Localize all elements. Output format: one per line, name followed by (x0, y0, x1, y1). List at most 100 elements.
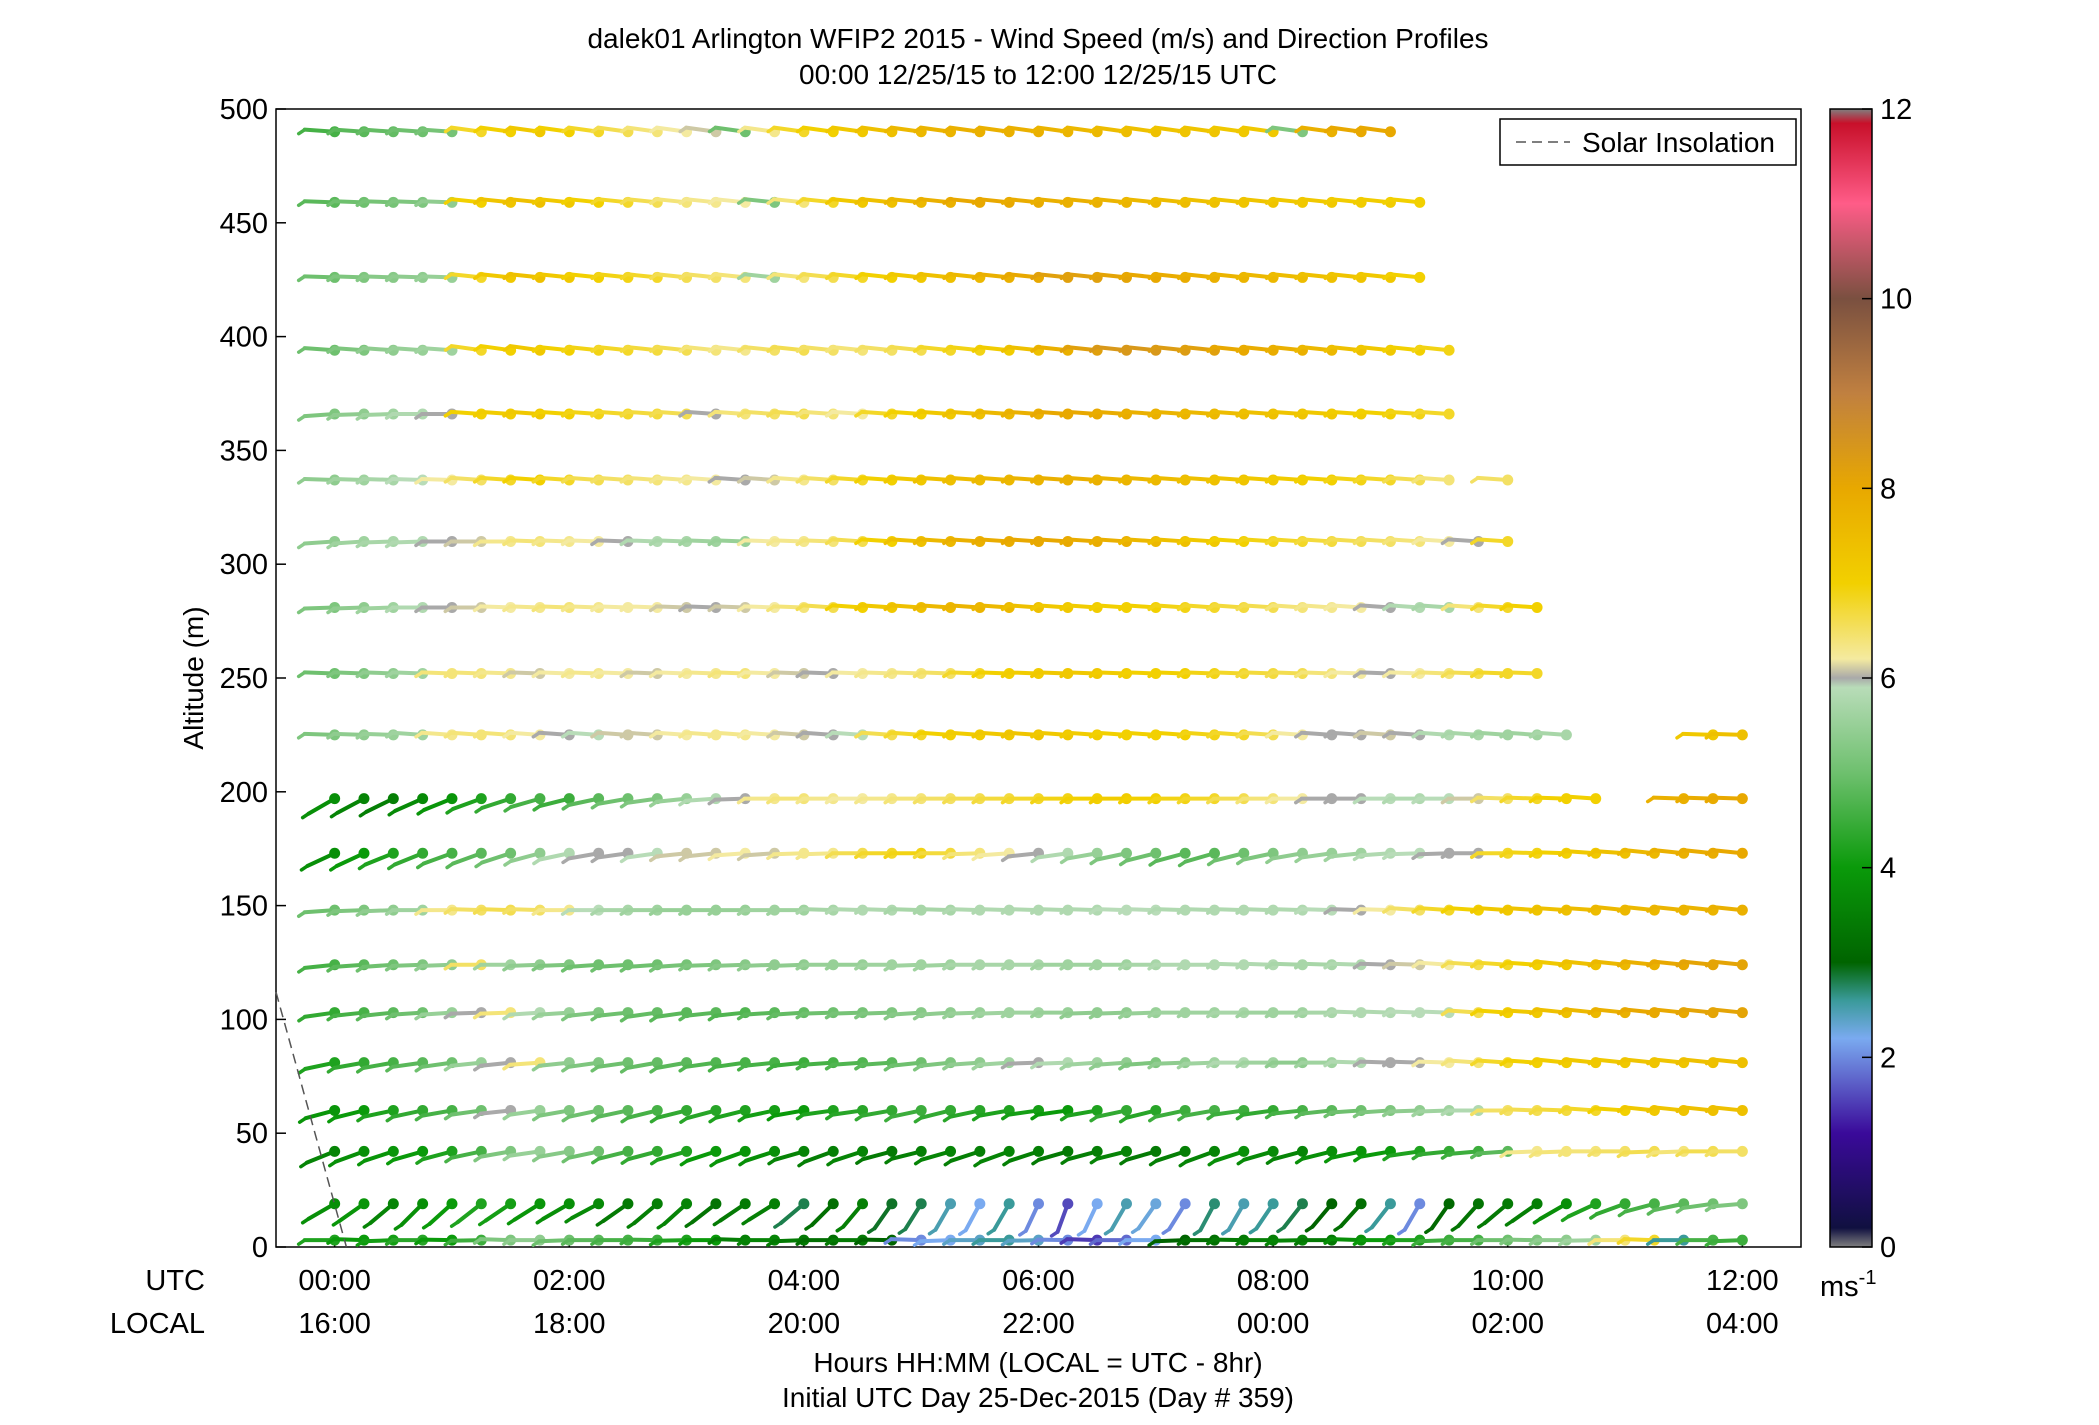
barb-flag (297, 1014, 307, 1023)
barb-point (1384, 126, 1396, 138)
barb-flag (1206, 537, 1216, 546)
barb-flag (678, 731, 688, 739)
barb-flag (1528, 1150, 1539, 1159)
barb-flag (1616, 1150, 1627, 1159)
barb-flag (1264, 272, 1275, 281)
barb-flag (502, 670, 512, 679)
x-tick-label-local: 00:00 (1237, 1308, 1310, 1340)
barb-flag (1206, 907, 1216, 915)
barb-flag (707, 797, 717, 806)
barb-point (769, 1198, 781, 1210)
barb-point (358, 793, 370, 805)
barb-flag (590, 410, 600, 418)
barb-flag (1206, 603, 1216, 612)
barb-flag (736, 197, 747, 205)
barb-flag (1352, 907, 1363, 915)
barb-flag (656, 1222, 667, 1230)
barb-flag (1235, 1112, 1246, 1121)
barb-flag (1147, 1010, 1157, 1019)
barb-flag (1118, 858, 1129, 867)
barb-flag (1118, 345, 1128, 353)
barb-flag (326, 670, 336, 679)
barb-flag (1206, 858, 1217, 867)
barb-flag (502, 344, 512, 352)
barb-flag (1587, 1057, 1597, 1066)
barb-flag (1382, 731, 1392, 739)
barb-flag (678, 798, 688, 807)
barb-flag (384, 199, 395, 208)
barb-flag (1235, 796, 1245, 805)
barb-point (1150, 847, 1162, 859)
barb-flag (561, 272, 571, 281)
barb-flag (1118, 410, 1128, 418)
barb-flag (942, 345, 952, 353)
barb-flag (443, 125, 454, 134)
barb-flag (824, 345, 835, 353)
barb-flag (1440, 906, 1451, 914)
barb-flag (648, 965, 659, 973)
barb-flag (1323, 197, 1334, 205)
barb-flag (1089, 1114, 1099, 1123)
barb-flag (326, 1013, 336, 1022)
barb-flag (1235, 907, 1245, 915)
barb-flag (648, 800, 659, 808)
barb-flag (1323, 476, 1333, 484)
barb-flag (1088, 537, 1099, 546)
barb-point (1502, 474, 1514, 486)
barb-flag (326, 965, 336, 973)
barb-flag (679, 1116, 689, 1124)
barb-point (563, 1145, 575, 1157)
barb-flag (766, 197, 776, 205)
barb-flag (1528, 959, 1539, 968)
barb-flag (443, 410, 454, 418)
barb-flag (1147, 796, 1157, 805)
barb-flag (1616, 1057, 1627, 1066)
barb-flag (943, 1158, 954, 1167)
barb-flag (1333, 1224, 1343, 1232)
barb-flag (883, 476, 894, 484)
barb-flag (384, 412, 395, 420)
barb-flag (474, 806, 484, 814)
barb-flag (1264, 907, 1275, 915)
barb-flag (1264, 1060, 1275, 1069)
barb-flag (1646, 848, 1656, 856)
barb-flag (502, 964, 512, 972)
barb-point (1736, 1007, 1748, 1019)
barb-point (563, 1104, 575, 1116)
barb-flag (1059, 345, 1070, 353)
barb-flag (1352, 603, 1363, 612)
barb-flag (707, 125, 718, 134)
barb-point (827, 1145, 839, 1157)
barb-flag (883, 796, 893, 805)
barb-flag (678, 197, 688, 205)
barb-flag (971, 410, 981, 418)
barb-flag (1440, 603, 1451, 612)
barb-flag (296, 732, 307, 740)
barb-flag (386, 1157, 396, 1166)
barb-flag (355, 413, 366, 421)
barb-flag (648, 345, 659, 353)
barb-flag (561, 197, 571, 205)
barb-flag (1130, 1226, 1141, 1235)
barb-flag (649, 1066, 659, 1074)
barb-point (358, 847, 370, 859)
barb-flag (414, 1237, 424, 1246)
barb-flag (942, 670, 952, 679)
barb-flag (1264, 345, 1275, 353)
barb-flag (443, 670, 454, 679)
barb-flag (1235, 197, 1246, 205)
barb-flag (296, 1238, 307, 1246)
barb-flag (1177, 859, 1188, 868)
barb-flag (1558, 794, 1568, 803)
barb-point (417, 1198, 429, 1210)
barb-flag (897, 1227, 908, 1235)
barb-flag (678, 604, 688, 613)
barb-flag (971, 796, 981, 805)
barb-flag (1059, 731, 1069, 739)
barb-flag (1382, 603, 1392, 612)
barb-flag (766, 410, 776, 418)
barb-flag (1704, 795, 1715, 804)
barb-flag (1001, 125, 1011, 134)
barb-flag (1000, 670, 1011, 679)
barb-flag (1148, 1114, 1158, 1123)
